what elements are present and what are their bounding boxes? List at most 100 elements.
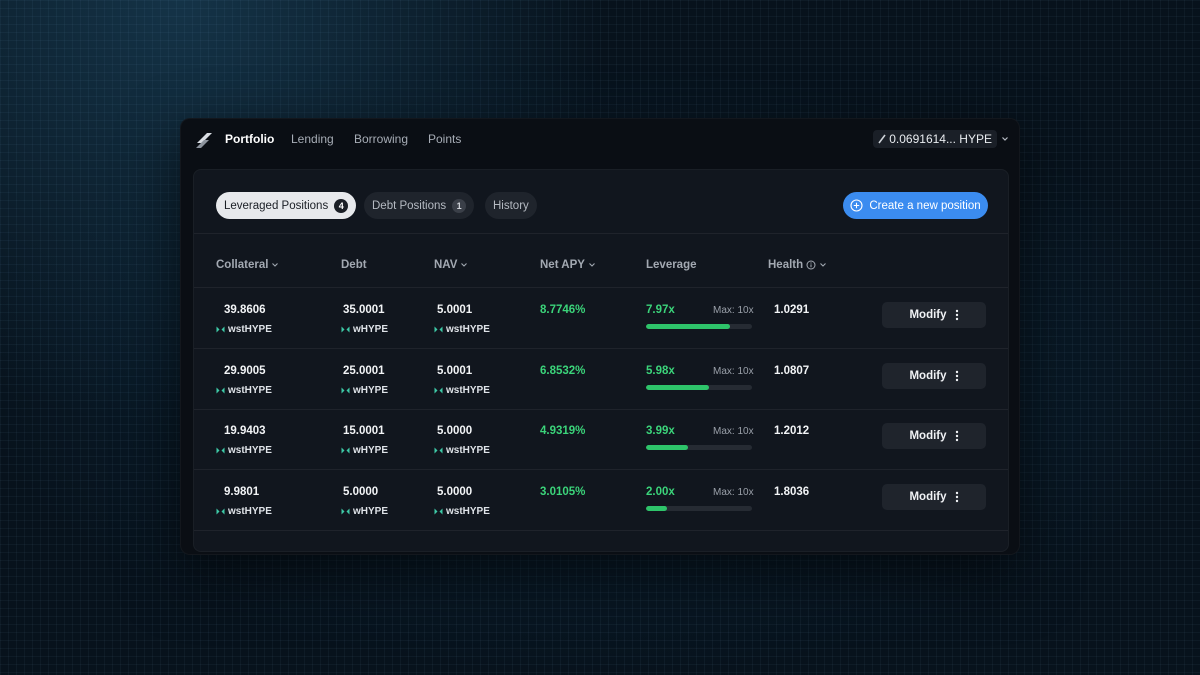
leverage-bar-fill [646, 324, 731, 329]
col-header-label: NAV [434, 259, 458, 271]
token-symbol: wstHYPE [228, 445, 272, 456]
debt-token: wHYPE [341, 506, 388, 517]
col-header-net-apy[interactable]: Net APY [540, 259, 596, 271]
tab-count-badge: 1 [452, 198, 467, 213]
modify-label: Modify [909, 490, 947, 503]
health-value: 1.8036 [774, 485, 810, 498]
create-position-button[interactable]: Create a new position [843, 192, 988, 219]
nav-amount: 5.0000 [437, 485, 473, 498]
modify-button[interactable]: Modify [882, 423, 986, 449]
app-logo-icon[interactable] [193, 129, 215, 151]
net-apy-value: 4.9319% [540, 425, 586, 437]
col-header-label: Collateral [216, 259, 269, 271]
positions-panel: Leveraged Positions 4 Debt Positions 1 H… [193, 169, 1009, 552]
nav-borrowing[interactable]: Borrowing [354, 132, 409, 146]
wallet-pill: 0.0691614... HYPE [873, 130, 997, 148]
token-symbol: wstHYPE [446, 384, 490, 396]
tab-debt-positions[interactable]: Debt Positions 1 [364, 192, 475, 219]
wsthype-token-icon [216, 508, 225, 515]
net-apy-value: 8.7746% [540, 304, 586, 316]
leverage-bar-fill [646, 505, 668, 511]
more-vertical-icon[interactable] [955, 370, 959, 382]
table-row: 29.9005 wstHYPE 25.0001 wHYPE 5.0001 wstHYPE 6… [194, 349, 1008, 410]
wallet-balance: 0.0691614... HYPE [889, 132, 992, 146]
modify-label: Modify [909, 309, 947, 321]
collateral-token: wstHYPE [216, 445, 272, 456]
debt-amount: 15.0001 [343, 425, 385, 437]
collateral-token: wstHYPE [216, 506, 272, 517]
more-vertical-icon[interactable] [955, 430, 959, 442]
health-value: 1.0807 [774, 364, 810, 377]
modify-button[interactable]: Modify [882, 302, 986, 328]
tab-leveraged-positions[interactable]: Leveraged Positions 4 [216, 192, 357, 219]
debt-token: wHYPE [341, 324, 388, 335]
wsthype-token-icon [434, 326, 443, 333]
top-nav: Portfolio Lending Borrowing Points 0.069… [181, 119, 1019, 159]
token-symbol: wstHYPE [228, 324, 272, 335]
wsthype-token-icon [434, 508, 443, 515]
collateral-amount: 19.9403 [224, 425, 266, 437]
whype-token-icon [341, 447, 350, 454]
divider [194, 529, 1008, 531]
token-symbol: wstHYPE [446, 445, 490, 456]
chevron-down-icon [460, 261, 468, 269]
token-symbol: wstHYPE [228, 384, 272, 396]
divider [194, 233, 1008, 234]
leverage-value: 2.00x [646, 485, 675, 498]
tab-history[interactable]: History [485, 192, 537, 219]
leverage-max-label: Max: 10x [713, 365, 754, 377]
app-window: Portfolio Lending Borrowing Points 0.069… [180, 118, 1020, 555]
token-symbol: wHYPE [353, 505, 389, 517]
nav-lending[interactable]: Lending [291, 132, 334, 146]
col-header-leverage: Leverage [646, 259, 697, 271]
collateral-token: wstHYPE [216, 324, 272, 335]
nav-portfolio[interactable]: Portfolio [225, 132, 275, 146]
leverage-bar-fill [646, 384, 710, 390]
collateral-amount: 9.9801 [224, 485, 260, 498]
whype-token-icon [341, 387, 350, 394]
collateral-token: wstHYPE [216, 385, 272, 396]
more-vertical-icon[interactable] [955, 491, 959, 503]
leverage-bar [646, 324, 752, 329]
tab-count-badge: 4 [334, 198, 349, 213]
leverage-max-label: Max: 10x [713, 426, 754, 437]
divider [194, 348, 1008, 349]
net-apy-value: 6.8532% [540, 364, 586, 377]
token-symbol: wHYPE [353, 445, 389, 456]
col-header-debt: Debt [341, 259, 367, 271]
modify-label: Modify [909, 369, 947, 382]
wallet-balance-button[interactable]: 0.0691614... HYPE [873, 129, 1009, 149]
leverage-max-label: Max: 10x [713, 486, 754, 498]
leverage-value: 3.99x [646, 425, 675, 437]
whype-token-icon [341, 508, 350, 515]
nav-points[interactable]: Points [428, 132, 462, 146]
info-icon[interactable] [806, 260, 816, 270]
leverage-bar [646, 384, 752, 390]
modify-button[interactable]: Modify [882, 483, 986, 510]
nav-token: wstHYPE [434, 506, 490, 517]
chevron-down-icon [588, 261, 596, 269]
nav-token: wstHYPE [434, 445, 490, 456]
plus-circle-icon [850, 199, 863, 212]
wsthype-token-icon [434, 387, 443, 394]
table-row: 39.8606 wstHYPE 35.0001 wHYPE 5.0001 wstHYPE 8… [194, 288, 1008, 349]
nav-token: wstHYPE [434, 385, 490, 396]
more-vertical-icon[interactable] [955, 309, 959, 321]
col-header-nav[interactable]: NAV [434, 259, 468, 271]
nav-amount: 5.0000 [437, 425, 473, 437]
divider [194, 469, 1008, 470]
chevron-down-icon [819, 261, 827, 269]
leverage-bar-fill [646, 445, 689, 450]
col-header-label: Leverage [646, 259, 697, 271]
col-header-health[interactable]: Health [768, 259, 827, 271]
debt-amount: 35.0001 [343, 304, 385, 316]
nav-amount: 5.0001 [437, 304, 473, 316]
leverage-value: 5.98x [646, 364, 675, 377]
health-value: 1.2012 [774, 425, 810, 437]
col-header-collateral[interactable]: Collateral [216, 259, 279, 271]
divider [194, 408, 1008, 410]
modify-button[interactable]: Modify [882, 362, 986, 389]
nav-token: wstHYPE [434, 324, 490, 335]
debt-amount: 25.0001 [343, 364, 385, 377]
col-header-label: Health [768, 259, 804, 271]
